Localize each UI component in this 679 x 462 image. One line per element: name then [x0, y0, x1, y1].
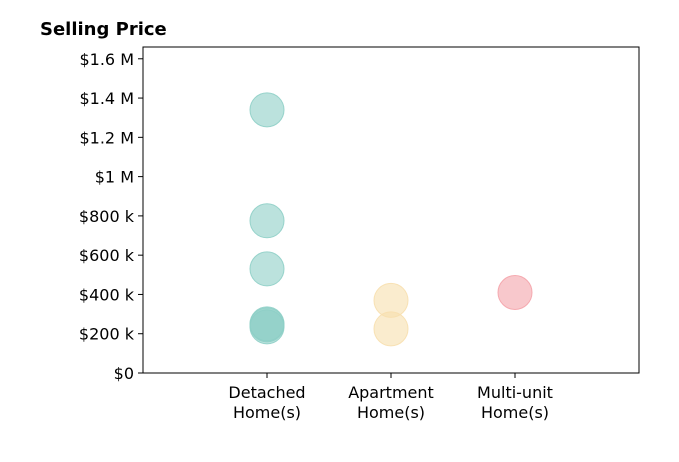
- x-tick-label: Detached Home(s): [228, 383, 305, 422]
- y-tick-label: $600 k: [79, 246, 135, 265]
- data-point: [249, 203, 285, 239]
- plot-area: [249, 92, 533, 347]
- x-tick-label: Apartment Home(s): [348, 383, 434, 422]
- y-tick-label: $800 k: [79, 207, 135, 226]
- chart-title: Selling Price: [40, 19, 167, 40]
- y-axis: $0 $200 k $400 k $600 k $800 k $1 M $1.2 M $1.4…: [79, 50, 143, 383]
- data-point: [249, 92, 285, 128]
- data-point: [249, 251, 285, 287]
- data-point: [249, 307, 285, 343]
- data-point: [373, 311, 409, 347]
- y-tick-label: $1.4 M: [79, 89, 134, 108]
- y-tick-label: $400 k: [79, 285, 135, 304]
- y-tick-label: $200 k: [79, 325, 135, 344]
- x-axis: Detached Home(s) Apartment Home(s) Multi-uni…: [228, 373, 553, 422]
- y-tick-label: $1.6 M: [79, 50, 134, 69]
- x-tick-label: Multi-unit Home(s): [477, 383, 553, 422]
- y-tick-label: $1.2 M: [79, 128, 134, 147]
- y-tick-label: $0: [114, 364, 134, 383]
- data-point: [497, 274, 533, 310]
- y-tick-label: $1 M: [95, 168, 134, 187]
